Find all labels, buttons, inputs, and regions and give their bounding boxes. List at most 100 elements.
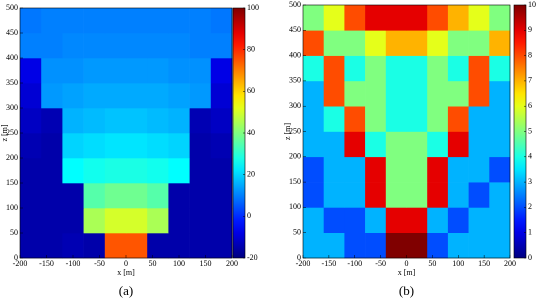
heatmap-cell xyxy=(344,106,366,132)
heatmap-cell xyxy=(344,131,366,158)
x-tick-label: 50 xyxy=(428,259,436,268)
colorbar-tick-label: 0 xyxy=(247,211,251,220)
y-tick-label: 100 xyxy=(6,203,18,212)
heatmap-cell xyxy=(365,156,387,183)
y-tick-label: 250 xyxy=(289,126,301,135)
heatmap-cell xyxy=(447,207,469,233)
heatmap-cell xyxy=(210,8,233,34)
heatmap-cell xyxy=(489,182,511,208)
heatmap-cell xyxy=(323,156,345,183)
heatmap-cell xyxy=(126,108,148,134)
heatmap-cell xyxy=(62,233,84,259)
heatmap-cell xyxy=(104,133,127,159)
heatmap-cell xyxy=(168,108,190,134)
heatmap-cell xyxy=(468,182,490,208)
heatmap-cell xyxy=(168,133,190,159)
heatmap-cell xyxy=(385,182,407,208)
heatmap-cell xyxy=(303,80,324,107)
heatmap-cell xyxy=(365,207,387,233)
y-tick-label: 300 xyxy=(6,103,18,112)
x-tick-label: 150 xyxy=(200,259,212,268)
heatmap-cell xyxy=(189,158,212,184)
x-tick-label: -150 xyxy=(39,259,54,268)
heatmap-cell xyxy=(427,232,449,259)
heatmap-cell xyxy=(62,133,84,159)
heatmap-cell xyxy=(489,207,511,233)
heatmap-cell xyxy=(83,233,106,259)
colorbar-tick-label: 100 xyxy=(247,3,259,12)
heatmap-cell xyxy=(385,207,407,233)
y-tick-label: 50 xyxy=(293,228,301,237)
heatmap-cell xyxy=(210,133,233,159)
colorbar-tick-label: 9 xyxy=(528,25,532,34)
heatmap-cell xyxy=(365,5,387,31)
heatmap-cell xyxy=(385,131,407,158)
y-tick-label: 250 xyxy=(6,128,18,137)
y-tick-label: 450 xyxy=(289,25,301,34)
heatmap-cell xyxy=(489,106,511,132)
heatmap-cell xyxy=(427,55,449,82)
heatmap-cell xyxy=(303,5,324,31)
heatmap-cell xyxy=(365,80,387,107)
heatmap-cell xyxy=(147,83,169,109)
heatmap-cell xyxy=(447,5,469,31)
caption: (b) xyxy=(399,283,414,298)
y-tick-label: 150 xyxy=(289,177,301,186)
heatmap-cell xyxy=(104,108,127,134)
y-tick-label: 0 xyxy=(14,253,18,262)
x-tick-label: 0 xyxy=(124,259,128,268)
colorbar-tick-label: 60 xyxy=(247,86,255,95)
heatmap-cell xyxy=(104,208,127,234)
heatmap-cell xyxy=(303,232,324,259)
heatmap-cell xyxy=(147,133,169,159)
colorbar-tick-label: 5 xyxy=(528,126,532,135)
y-tick-label: 500 xyxy=(289,0,301,9)
heatmap-cell xyxy=(41,133,63,159)
heatmap-cell xyxy=(303,106,324,132)
heatmap-cell xyxy=(41,108,63,134)
heatmap-cell xyxy=(168,58,190,84)
x-tick-label: 200 xyxy=(226,259,238,268)
heatmap-cell xyxy=(489,131,511,158)
heatmap-cell xyxy=(189,233,212,259)
heatmap-cell xyxy=(468,80,490,107)
heatmap-cell xyxy=(83,133,106,159)
heatmap-cell xyxy=(323,55,345,82)
heatmap-cell xyxy=(427,156,449,183)
x-tick-label: 200 xyxy=(504,259,516,268)
heatmap-cell xyxy=(41,208,63,234)
heatmap-cell xyxy=(83,208,106,234)
heatmap-cell xyxy=(489,5,511,31)
heatmap-cell xyxy=(41,8,63,34)
heatmap-cell xyxy=(385,80,407,107)
heatmap-cell xyxy=(189,83,212,109)
heatmap-cell xyxy=(147,233,169,259)
heatmap-cell xyxy=(303,207,324,233)
heatmap-cell xyxy=(427,30,449,56)
heatmap-cell xyxy=(385,5,407,31)
x-tick-label: -200 xyxy=(296,259,311,268)
heatmap-cell xyxy=(20,8,42,34)
y-axis-label: z [m] xyxy=(0,124,9,141)
heatmap-cell xyxy=(468,232,490,259)
heatmap-cell xyxy=(406,80,428,107)
heatmap-cell xyxy=(147,208,169,234)
heatmap-cell xyxy=(489,30,511,56)
heatmap-cell xyxy=(468,207,490,233)
heatmap-cell xyxy=(210,33,233,59)
heatmap-cell xyxy=(427,131,449,158)
heatmap-cell xyxy=(489,55,511,82)
heatmap-cell xyxy=(210,233,233,259)
heatmap-cell xyxy=(41,83,63,109)
heatmap-cell xyxy=(168,183,190,209)
heatmap-cell xyxy=(385,232,407,259)
heatmap-cell xyxy=(344,5,366,31)
heatmap-cell xyxy=(62,58,84,84)
heatmap-cell xyxy=(489,80,511,107)
y-tick-label: 50 xyxy=(10,228,18,237)
heatmap-cell xyxy=(323,182,345,208)
x-tick-label: -100 xyxy=(66,259,81,268)
heatmap-cell xyxy=(468,131,490,158)
heatmap-cell xyxy=(126,133,148,159)
heatmap-cell xyxy=(427,80,449,107)
